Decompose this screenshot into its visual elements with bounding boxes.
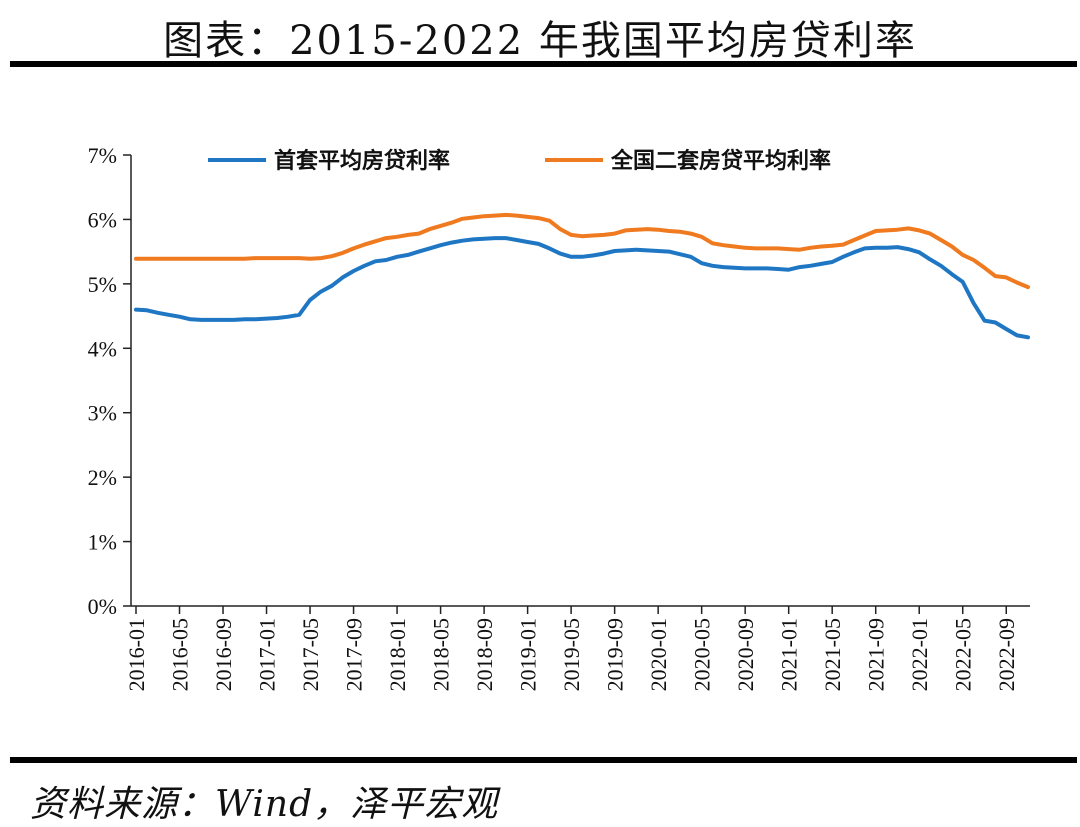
- chart-legend: 首套平均房贷利率 全国二套房贷平均利率: [208, 148, 831, 174]
- y-tick-label: 2%: [88, 465, 117, 490]
- series-line-2: [134, 212, 1030, 290]
- x-tick-label: 2017-09: [342, 618, 367, 691]
- x-tick-label: 2017-01: [255, 618, 280, 691]
- x-tick-label: 2022-09: [994, 618, 1019, 691]
- x-tick-label: 2016-01: [124, 618, 149, 691]
- y-tick-label: 0%: [88, 594, 117, 619]
- x-tick-label: 2016-05: [168, 618, 193, 691]
- chart-axes: 0% 1% 2% 3% 4% 5% 6% 7% 2016-01 2016-05 2016-09 201…: [88, 143, 1030, 691]
- x-tick-label: 2019-09: [603, 618, 628, 691]
- source-note: 资料来源：Wind，泽平宏观: [30, 784, 499, 825]
- x-tick-label: 2022-01: [907, 618, 932, 691]
- y-tick-label: 3%: [88, 401, 117, 426]
- x-tick-label: 2019-05: [559, 618, 584, 691]
- x-tick-label: 2019-01: [516, 618, 541, 691]
- x-tick-label: 2017-05: [298, 618, 323, 691]
- page-title: 图表：2015-2022 年我国平均房贷利率: [163, 18, 917, 64]
- x-tick-label: 2022-05: [951, 618, 976, 691]
- x-tick-label: 2016-09: [211, 618, 236, 691]
- x-tick-label: 2018-01: [385, 618, 410, 691]
- x-tick-label: 2018-09: [472, 618, 497, 691]
- y-tick-label: 4%: [88, 336, 117, 361]
- y-tick-label: 7%: [88, 143, 117, 168]
- x-tick-label: 2020-05: [690, 618, 715, 691]
- x-tick-label: 2021-01: [777, 618, 802, 691]
- x-tick-label: 2020-01: [646, 618, 671, 691]
- legend-label-1: 首套平均房贷利率: [274, 148, 450, 174]
- series-line-1: [134, 236, 1030, 340]
- top-rule: [10, 61, 1077, 67]
- bottom-rule: [10, 757, 1077, 763]
- legend-label-2: 全国二套房贷平均利率: [610, 148, 831, 174]
- x-tick-label: 2018-05: [429, 618, 454, 691]
- chart-series-layer: [134, 212, 1030, 340]
- x-tick-label: 2021-05: [820, 618, 845, 691]
- y-tick-label: 1%: [88, 530, 117, 555]
- x-tick-label: 2020-09: [733, 618, 758, 691]
- y-tick-label: 5%: [88, 272, 117, 297]
- x-tick-label: 2021-09: [864, 618, 889, 691]
- y-tick-label: 6%: [88, 207, 117, 232]
